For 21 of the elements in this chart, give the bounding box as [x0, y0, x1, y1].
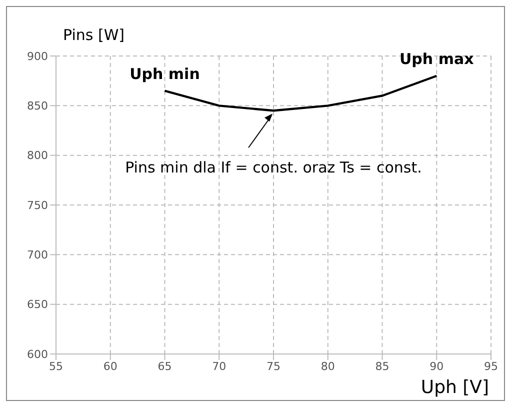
x-tick-label: 75: [266, 360, 280, 373]
annotation: Pins min dla If = const. oraz Ts = const.: [125, 158, 422, 177]
y-tick-label: 600: [27, 348, 48, 361]
x-tick-label: 70: [212, 360, 226, 373]
x-tick-label: 55: [49, 360, 63, 373]
y-tick-label: 700: [27, 248, 48, 262]
x-tick-label: 65: [158, 360, 172, 373]
y-tick-label: 850: [27, 100, 48, 113]
x-tick-label: 85: [375, 360, 390, 373]
y-tick-label: 800: [27, 149, 48, 162]
y-axis-title: Pins [W]: [63, 26, 125, 44]
x-tick-label: 90: [430, 360, 444, 373]
x-tick-label: 60: [103, 360, 118, 373]
y-tick-label: 900: [27, 50, 48, 63]
y-tick-label: 750: [27, 198, 48, 212]
x-tick-label: 80: [320, 360, 335, 373]
x-tick-label: 95: [484, 360, 498, 373]
y-tick-label: 650: [27, 298, 48, 312]
annotation: Uph min: [130, 64, 200, 83]
x-axis-title: Uph [V]: [420, 377, 489, 398]
annotation: Uph max: [400, 50, 474, 68]
